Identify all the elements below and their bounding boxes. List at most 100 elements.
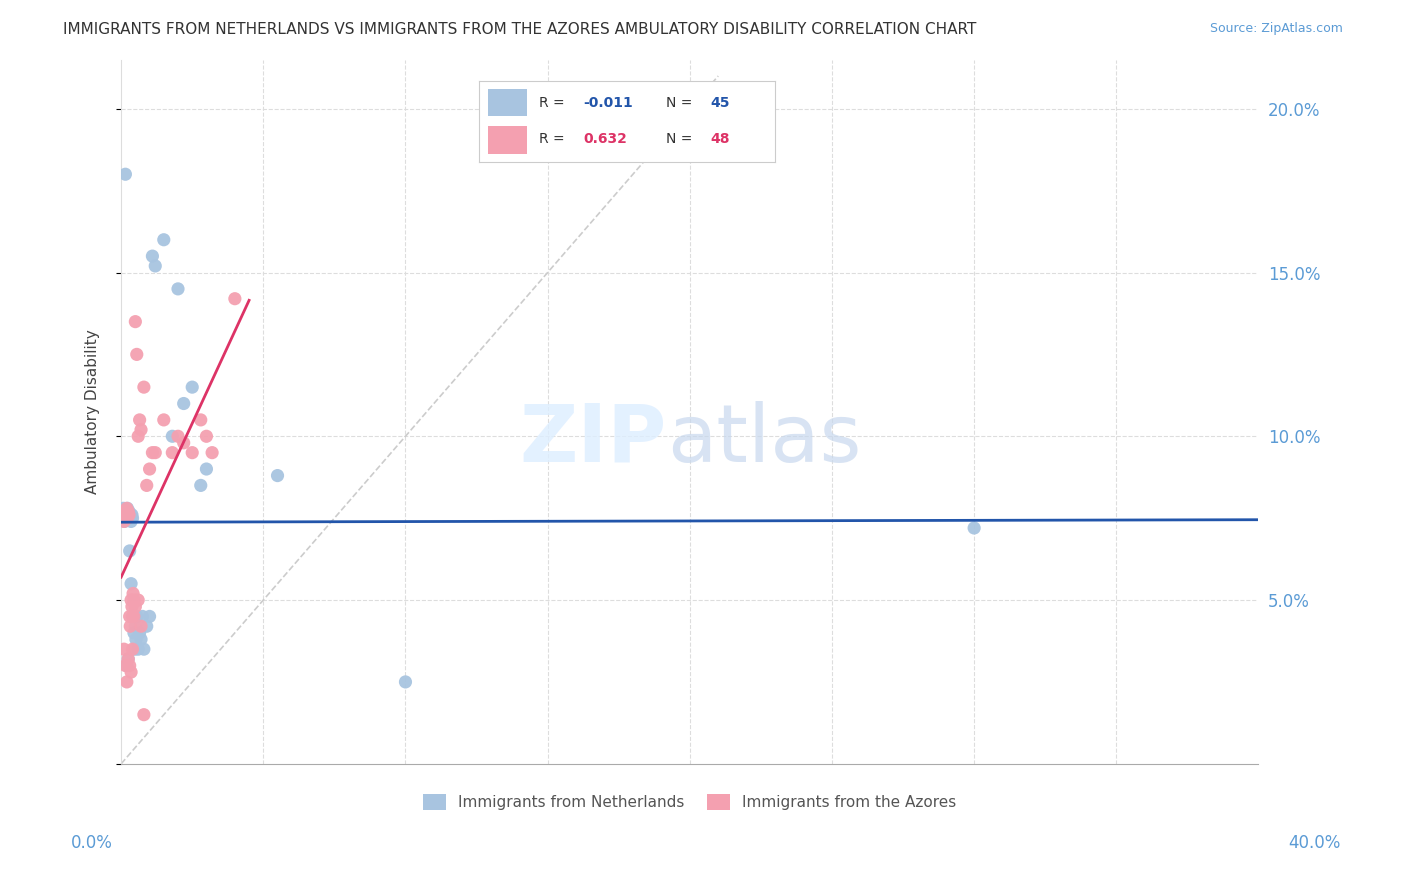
Point <box>190 413 212 427</box>
Point <box>124 619 146 633</box>
Point <box>118 544 141 558</box>
Point <box>138 609 160 624</box>
Point <box>132 707 155 722</box>
Point <box>122 593 145 607</box>
Point <box>120 593 142 607</box>
Point <box>128 413 150 427</box>
Point <box>122 625 145 640</box>
Point <box>141 445 163 459</box>
Point <box>122 586 145 600</box>
Point <box>129 632 152 647</box>
Point <box>117 501 139 516</box>
Point <box>181 445 204 459</box>
Point <box>152 233 174 247</box>
Point <box>112 508 135 522</box>
Point <box>115 674 138 689</box>
Point <box>124 642 146 657</box>
Point <box>118 505 141 519</box>
Point <box>118 658 141 673</box>
Point <box>115 511 138 525</box>
Point <box>963 521 986 535</box>
Point <box>114 511 136 525</box>
Point <box>112 501 135 516</box>
Point <box>124 599 146 614</box>
Point <box>122 609 145 624</box>
Point <box>120 511 142 525</box>
Point <box>143 259 166 273</box>
Point <box>167 429 190 443</box>
Point <box>118 508 141 522</box>
Point <box>117 511 139 525</box>
Point <box>143 445 166 459</box>
Point <box>111 511 134 525</box>
Point <box>129 619 152 633</box>
Point <box>131 609 153 624</box>
Point <box>112 642 135 657</box>
Point <box>117 652 139 666</box>
Point <box>120 665 142 679</box>
Point <box>195 462 218 476</box>
Point <box>125 347 148 361</box>
Point <box>173 396 195 410</box>
Point <box>121 508 143 522</box>
Text: Source: ZipAtlas.com: Source: ZipAtlas.com <box>1209 22 1343 36</box>
Point <box>128 625 150 640</box>
Point <box>114 515 136 529</box>
Point <box>162 445 184 459</box>
Point <box>124 315 146 329</box>
Point <box>121 642 143 657</box>
Point <box>141 249 163 263</box>
Point <box>120 515 142 529</box>
Point <box>127 429 149 443</box>
Point <box>120 576 142 591</box>
Point <box>118 609 141 624</box>
Point <box>115 508 138 522</box>
Point <box>111 511 134 525</box>
Point <box>121 511 143 525</box>
Point <box>224 292 246 306</box>
Point <box>117 505 139 519</box>
Point <box>115 501 138 516</box>
Y-axis label: Ambulatory Disability: Ambulatory Disability <box>86 329 100 494</box>
Point <box>132 380 155 394</box>
Point <box>120 619 142 633</box>
Point <box>112 515 135 529</box>
Point <box>114 167 136 181</box>
Point <box>138 462 160 476</box>
Point <box>127 642 149 657</box>
Point <box>195 429 218 443</box>
Point <box>394 674 416 689</box>
Point <box>117 652 139 666</box>
Point <box>135 619 157 633</box>
Text: 40.0%: 40.0% <box>1288 834 1341 852</box>
Point <box>115 658 138 673</box>
Point <box>125 609 148 624</box>
Point <box>121 599 143 614</box>
Point <box>129 423 152 437</box>
Point <box>190 478 212 492</box>
Text: 0.0%: 0.0% <box>70 834 112 852</box>
Point <box>114 505 136 519</box>
Point <box>127 593 149 607</box>
Point <box>115 508 138 522</box>
Point <box>112 508 135 522</box>
Point <box>162 429 184 443</box>
Point <box>118 508 141 522</box>
Point <box>114 658 136 673</box>
Point <box>167 282 190 296</box>
Legend: Immigrants from Netherlands, Immigrants from the Azores: Immigrants from Netherlands, Immigrants … <box>416 788 963 816</box>
Point <box>125 632 148 647</box>
Text: atlas: atlas <box>666 401 862 479</box>
Point <box>181 380 204 394</box>
Point <box>135 478 157 492</box>
Point <box>132 642 155 657</box>
Point <box>173 435 195 450</box>
Point <box>122 609 145 624</box>
Point <box>152 413 174 427</box>
Text: IMMIGRANTS FROM NETHERLANDS VS IMMIGRANTS FROM THE AZORES AMBULATORY DISABILITY : IMMIGRANTS FROM NETHERLANDS VS IMMIGRANT… <box>63 22 977 37</box>
Point <box>266 468 288 483</box>
Point <box>201 445 224 459</box>
Point <box>117 511 139 525</box>
Point <box>114 505 136 519</box>
Text: ZIP: ZIP <box>520 401 666 479</box>
